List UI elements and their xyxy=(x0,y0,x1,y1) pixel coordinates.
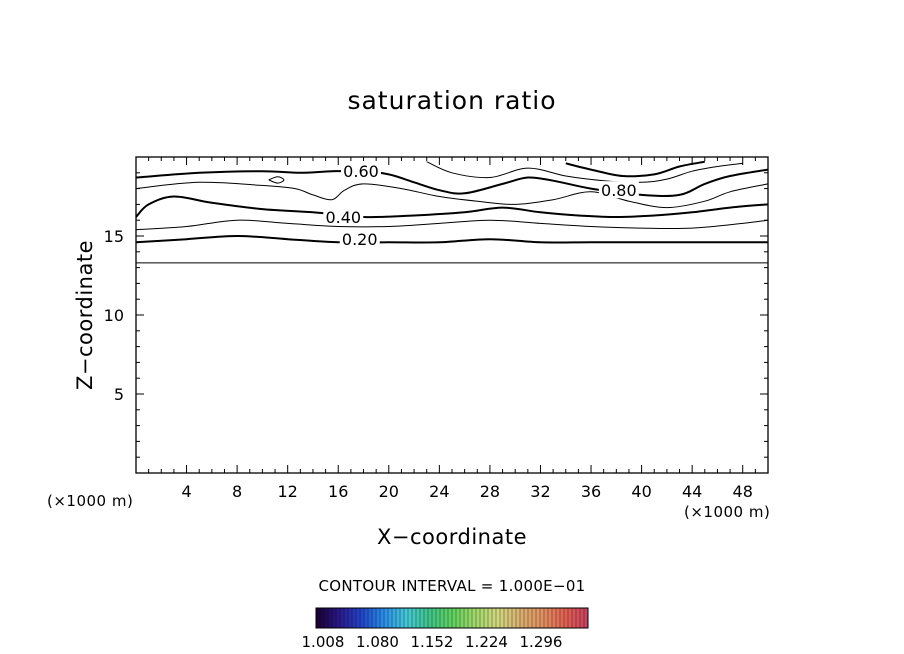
x-unit-label: (×1000 m) xyxy=(684,503,771,521)
contour-interval-label: CONTOUR INTERVAL = 1.000E−01 xyxy=(318,577,586,595)
contour-line-8 xyxy=(268,176,285,184)
plot-frame xyxy=(135,156,769,474)
x-tick-label: 8 xyxy=(232,482,242,501)
contour-label-bg xyxy=(323,208,364,226)
contour-line-7 xyxy=(565,160,705,178)
colorbar-tick-label: 1.080 xyxy=(356,633,399,651)
contour-label-1: 0.40 xyxy=(325,208,361,227)
x-tick-label: 32 xyxy=(530,482,550,501)
y-tick-label: 10 xyxy=(104,306,124,325)
contour-label-bg xyxy=(340,162,381,180)
y-tick-label: 15 xyxy=(104,227,124,246)
x-tick-label: 16 xyxy=(328,482,348,501)
contour-line-6 xyxy=(426,161,743,183)
colorbar-frame xyxy=(315,607,589,629)
contour-lines xyxy=(136,160,768,264)
colorbar: 1.008 1.080 1.152 1.224 1.296 xyxy=(302,607,589,651)
x-tick-label: 36 xyxy=(581,482,601,501)
x-tick-label: 44 xyxy=(682,482,702,501)
contour-label-3: 0.80 xyxy=(601,181,637,200)
x-tick-label: 28 xyxy=(480,482,500,501)
contour-label-0: 0.20 xyxy=(342,230,378,249)
colorbar-tick-label: 1.296 xyxy=(520,633,563,651)
x-tick-label: 12 xyxy=(278,482,298,501)
contour-line-4 xyxy=(136,181,768,209)
x-tick-label: 24 xyxy=(429,482,449,501)
contour-label-2: 0.60 xyxy=(343,162,379,181)
x-tick-label: 4 xyxy=(181,482,191,501)
x-axis-label: X−coordinate xyxy=(377,525,527,549)
contour-label-bg xyxy=(598,181,639,199)
y-axis-label: Z−coordinate xyxy=(73,240,97,390)
x-tick-label: 20 xyxy=(379,482,399,501)
contour-line-1 xyxy=(136,234,768,244)
contour-line-2 xyxy=(136,219,768,231)
colorbar-tick-label: 1.224 xyxy=(465,633,508,651)
x-tick-label: 48 xyxy=(733,482,753,501)
contour-labels: 0.20 0.40 0.60 0.80 xyxy=(323,162,639,249)
contour-line-3 xyxy=(136,195,768,219)
colorbar-tick-label: 1.152 xyxy=(411,633,454,651)
contour-label-bg xyxy=(339,230,380,248)
x-tick-label: 40 xyxy=(631,482,651,501)
contour-line-5 xyxy=(136,168,768,198)
chart-title: saturation ratio xyxy=(347,86,557,115)
colorbar-tick-label: 1.008 xyxy=(302,633,345,651)
y-tick-label: 5 xyxy=(114,385,124,404)
z-unit-label: (×1000 m) xyxy=(47,492,134,510)
